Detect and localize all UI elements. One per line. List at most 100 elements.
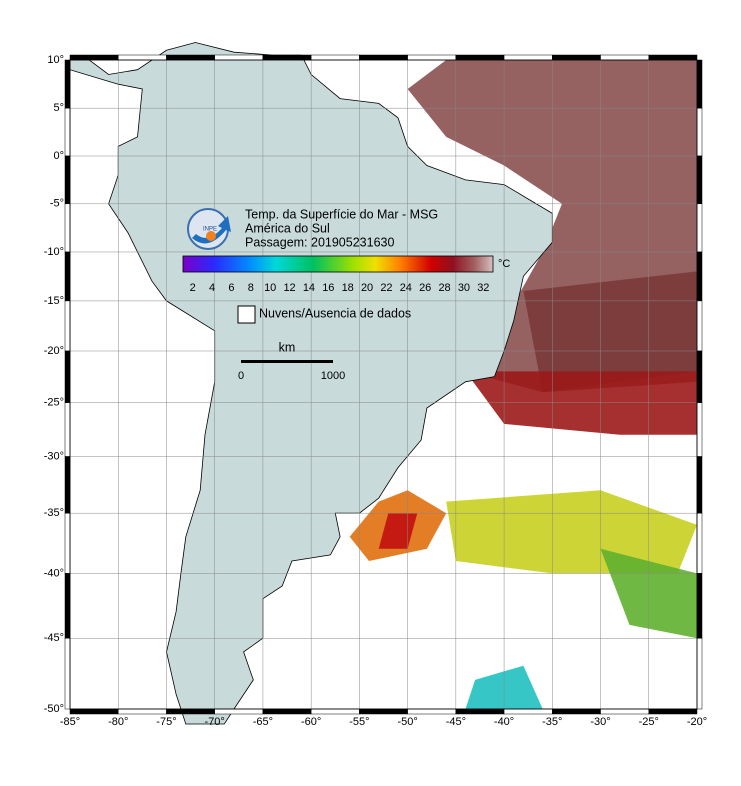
lat-label: 10° [47,54,64,66]
frame-seg [503,708,553,715]
frame-seg [696,203,703,253]
frame-seg [696,251,703,302]
frame-seg [166,54,215,61]
frame-seg [552,708,601,715]
lon-label: -75° [156,716,176,728]
lat-label: -20° [44,345,64,357]
frame-seg [166,708,215,715]
frame-seg [64,512,71,574]
lat-label: -15° [44,295,64,307]
sst-layer [349,60,697,709]
lon-label: -70° [205,716,225,728]
frame-seg [696,350,703,403]
frame-seg [64,107,71,157]
colorbar-unit: °C [498,258,510,270]
frame-seg [64,251,71,302]
frame-seg [64,573,71,639]
lat-label: -30° [44,450,64,462]
frame-seg [696,456,703,514]
colorbar-label: 10 [264,282,276,294]
colorbar [182,255,494,273]
frame-seg [262,708,312,715]
lat-label: -50° [44,703,64,715]
logo-dot [206,231,216,241]
frame-seg [69,708,119,715]
lat-label: -5° [50,198,64,210]
legend-label: Nuvens/Ausencia de dados [259,306,411,320]
colorbar-label: 4 [209,282,215,294]
logo-arrow [192,216,231,244]
scale-start: 0 [238,370,244,382]
colorbar-label: 30 [458,282,470,294]
lon-label: -20° [687,716,707,728]
frame-seg [359,54,408,61]
lat-label: -35° [44,507,64,519]
frame-seg [696,573,703,639]
frame-seg [69,54,119,61]
colorbar-label: 24 [400,282,412,294]
scale-unit: km [279,340,296,354]
frame-seg [696,59,703,109]
colorbar-label: 12 [283,282,295,294]
frame-seg [117,708,167,715]
frame-seg [214,54,264,61]
frame-seg [64,59,71,109]
lat-label: 0° [53,150,64,162]
lat-label: -25° [44,397,64,409]
frame-seg [407,708,457,715]
frame-seg [600,54,650,61]
frame-seg [64,203,71,253]
colorbar-label: 16 [322,282,334,294]
colorbar-label: 6 [228,282,234,294]
colorbar-label: 14 [303,282,315,294]
lon-label: -55° [349,716,369,728]
frame-seg [262,54,312,61]
colorbar-label: 8 [248,282,254,294]
frame-seg [117,54,167,61]
frame-seg [64,300,71,352]
frame: 10° 5° 0° -5° -10° -15° -20° -25° -30° -35° -40° -4… [44,54,707,728]
frame-seg [455,54,505,61]
logo-text: INPE [203,227,217,233]
lat-label: -45° [44,632,64,644]
lon-label: -30° [590,716,610,728]
legend-box [237,305,256,324]
frame-seg [648,708,698,715]
colorbar-label: 32 [477,282,489,294]
frame-seg [696,637,703,710]
overlay: INPE Temp. da Superfície do Mar - MSG Am… [182,207,510,382]
frame-seg [64,456,71,514]
frame-seg [455,708,505,715]
frame-seg [310,708,360,715]
title: Temp. da Superfície do Mar - MSG [245,207,438,221]
lon-label: -80° [108,716,128,728]
pass-time: Passagem: 201905231630 [245,235,394,249]
scale-end: 1000 [321,370,345,382]
frame-seg [696,155,703,205]
frame-seg [64,350,71,403]
frame-seg [552,54,601,61]
frame-seg [214,708,264,715]
lon-label: -60° [301,716,321,728]
lon-label: -50° [397,716,417,728]
sst-patch [465,371,697,435]
lon-label: -65° [253,716,273,728]
frame-seg [64,155,71,205]
frame-seg [64,637,71,710]
lon-label: -45° [446,716,466,728]
frame-seg [64,402,71,457]
frame-seg [359,708,408,715]
frame-seg [696,402,703,457]
frame-seg [407,54,457,61]
region: América do Sul [245,221,330,235]
colorbar-label: 28 [438,282,450,294]
frame-seg [648,54,698,61]
frame-seg [600,708,650,715]
sst-patch [523,271,697,393]
colorbar-label: 18 [342,282,354,294]
frame-seg [696,300,703,352]
frame-seg [696,512,703,574]
lon-label: -40° [494,716,514,728]
frame-seg [310,54,360,61]
